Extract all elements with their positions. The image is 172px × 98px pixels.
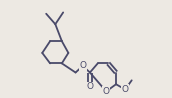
Text: O: O <box>79 61 86 70</box>
Text: O: O <box>86 82 93 91</box>
Text: O: O <box>122 85 129 94</box>
Text: O: O <box>103 87 110 96</box>
